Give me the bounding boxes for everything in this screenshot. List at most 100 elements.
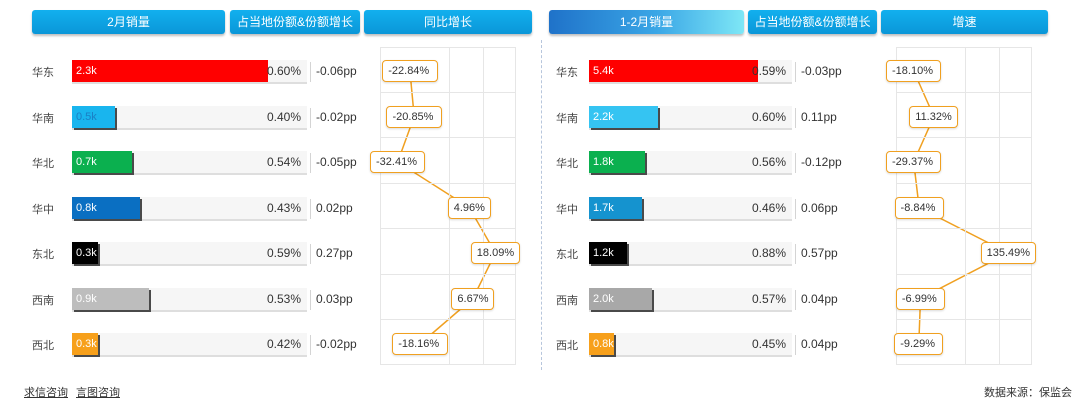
growth-grid-hline bbox=[381, 228, 515, 229]
region-label: 西北 bbox=[556, 340, 578, 352]
share-value: 0.57% bbox=[751, 291, 786, 306]
region-label: 西北 bbox=[32, 340, 54, 352]
sales-value-label: 5.4k bbox=[593, 65, 614, 77]
region-label: 华东 bbox=[32, 67, 54, 79]
region-label: 西南 bbox=[32, 294, 54, 307]
share-change-value: 0.04pp bbox=[801, 291, 838, 306]
share-change-value: 0.02pp bbox=[316, 200, 353, 215]
share-change-value: -0.02pp bbox=[316, 337, 357, 351]
share-value: 0.54% bbox=[266, 155, 301, 169]
share-change-value: 0.06pp bbox=[801, 200, 838, 215]
share-value: 0.60% bbox=[266, 64, 301, 78]
growth-grid-hline bbox=[381, 91, 515, 93]
growth-label: -22.84% bbox=[382, 60, 438, 82]
region-label: 华北 bbox=[556, 158, 578, 170]
sales-bar: 1.8k bbox=[589, 151, 646, 173]
share-value: 0.46% bbox=[751, 200, 786, 215]
sales-value-label: 1.2k bbox=[593, 247, 614, 259]
growth-grid-hline bbox=[381, 182, 515, 184]
sales-value-label: 2.2k bbox=[593, 110, 614, 123]
growth-label: -9.29% bbox=[894, 333, 944, 355]
sales-bar: 1.7k bbox=[589, 196, 643, 219]
region-label: 华中 bbox=[32, 203, 54, 216]
link-qiuxin[interactable]: 求信咨询 bbox=[24, 387, 68, 399]
share-separator bbox=[310, 244, 311, 264]
share-value: 0.43% bbox=[266, 200, 301, 215]
growth-label: -18.16% bbox=[392, 333, 448, 355]
share-separator bbox=[795, 335, 796, 355]
share-separator bbox=[310, 107, 311, 128]
growth-label: -8.84% bbox=[894, 196, 944, 219]
header-feb-share: 占当地份额&份额增长 bbox=[230, 10, 360, 34]
sales-bar-track: 0.3k bbox=[72, 242, 307, 266]
region-label: 华东 bbox=[556, 67, 578, 79]
growth-grid-hline bbox=[381, 137, 515, 138]
region-label: 东北 bbox=[556, 249, 578, 261]
sales-value-label: 0.8k bbox=[76, 201, 97, 214]
growth-grid-hline bbox=[897, 228, 1031, 229]
sales-bar-track: 0.9k bbox=[72, 287, 307, 312]
header-jan-feb-share: 占当地份额&份额增长 bbox=[748, 10, 877, 34]
sales-value-label: 2.3k bbox=[76, 65, 97, 77]
sales-value-label: 0.3k bbox=[76, 338, 97, 350]
growth-grid-hline bbox=[897, 273, 1031, 275]
growth-label: -18.10% bbox=[886, 60, 942, 82]
growth-label: 11.32% bbox=[909, 105, 959, 128]
region-label: 华北 bbox=[32, 158, 54, 170]
growth-grid-hline bbox=[897, 137, 1031, 138]
share-change-value: 0.03pp bbox=[316, 291, 353, 306]
share-separator bbox=[310, 198, 311, 219]
region-label: 西南 bbox=[556, 294, 578, 307]
share-change-value: -0.12pp bbox=[801, 155, 842, 169]
link-yantu[interactable]: 言图咨询 bbox=[76, 387, 120, 399]
panel-divider bbox=[541, 40, 542, 370]
sales-bar-track: 2.2k bbox=[589, 105, 792, 130]
share-value: 0.60% bbox=[751, 109, 786, 124]
share-change-value: -0.06pp bbox=[316, 64, 357, 78]
growth-grid-hline bbox=[381, 273, 515, 275]
sales-value-label: 0.7k bbox=[76, 156, 97, 168]
footer-links: 求信咨询 言图咨询 bbox=[24, 384, 128, 400]
sales-bar: 1.2k bbox=[589, 242, 627, 264]
sales-value-label: 2.0k bbox=[593, 292, 614, 305]
header-feb-growth: 同比增长 bbox=[364, 10, 532, 34]
sales-bar-track: 0.8k bbox=[589, 333, 792, 357]
sales-bar: 0.3k bbox=[72, 333, 98, 355]
growth-label: -20.85% bbox=[386, 105, 442, 128]
sales-bar-track: 1.2k bbox=[589, 242, 792, 266]
data-source: 数据来源：保监会 bbox=[984, 387, 1072, 399]
region-label: 东北 bbox=[32, 249, 54, 261]
share-separator bbox=[795, 198, 796, 219]
share-change-value: 0.11pp bbox=[801, 109, 837, 124]
share-separator bbox=[310, 289, 311, 310]
growth-grid-hline bbox=[897, 182, 1031, 184]
share-value: 0.42% bbox=[266, 337, 301, 351]
header-jan-feb-sales: 1-2月销量 bbox=[549, 10, 744, 34]
growth-label: -6.99% bbox=[895, 287, 946, 310]
sales-value-label: 0.9k bbox=[76, 292, 97, 305]
growth-grid-vline bbox=[999, 48, 1000, 364]
share-value: 0.59% bbox=[751, 64, 786, 78]
sales-value-label: 1.7k bbox=[593, 201, 614, 214]
region-label: 华南 bbox=[556, 112, 578, 125]
sales-value-label: 0.8k bbox=[593, 338, 614, 350]
sales-value-label: 1.8k bbox=[593, 156, 614, 168]
sales-bar-track: 0.8k bbox=[72, 196, 307, 221]
share-value: 0.88% bbox=[751, 246, 786, 260]
sales-bar: 2.2k bbox=[589, 105, 658, 128]
growth-label: 18.09% bbox=[470, 242, 520, 264]
sales-bar: 0.8k bbox=[589, 333, 615, 355]
header-feb-sales: 2月销量 bbox=[32, 10, 225, 34]
growth-grid-hline bbox=[381, 319, 515, 320]
share-separator bbox=[310, 335, 311, 355]
share-value: 0.56% bbox=[751, 155, 786, 169]
share-change-value: -0.02pp bbox=[316, 109, 357, 124]
share-change-value: -0.05pp bbox=[316, 155, 357, 169]
sales-bar: 0.9k bbox=[72, 287, 149, 310]
share-value: 0.40% bbox=[266, 109, 301, 124]
share-separator bbox=[795, 244, 796, 264]
share-separator bbox=[795, 289, 796, 310]
growth-grid-vline bbox=[965, 48, 966, 364]
share-separator bbox=[795, 107, 796, 128]
sales-bar: 0.7k bbox=[72, 151, 132, 173]
